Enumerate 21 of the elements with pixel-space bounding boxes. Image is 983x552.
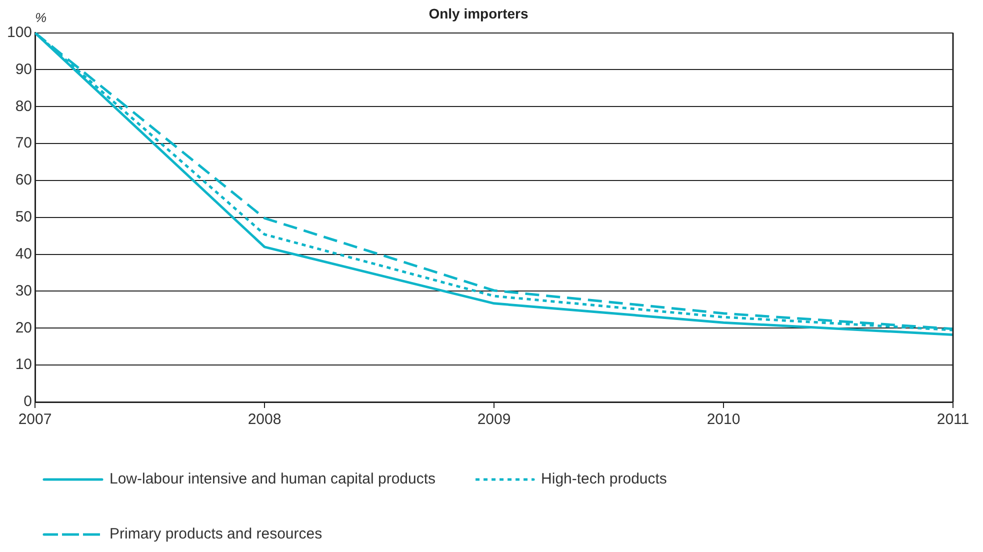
y-tick-label: 100 — [6, 24, 32, 41]
y-tick-label: 80 — [15, 98, 32, 115]
legend-label: Primary products and resources — [110, 526, 322, 543]
x-tick-label: 2009 — [477, 411, 511, 428]
y-tick-label: 10 — [15, 356, 32, 374]
x-tick-label: 2008 — [248, 411, 282, 428]
y-tick-label: 90 — [15, 60, 32, 78]
y-tick-label: 50 — [15, 208, 32, 226]
chart-title: Only importers — [428, 5, 528, 22]
y-tick-label: 60 — [15, 172, 32, 189]
legend-label: Low-labour intensive and human capital products — [110, 470, 436, 488]
x-tick-label: 2007 — [18, 411, 52, 428]
y-tick-label: 0 — [24, 393, 32, 410]
y-tick-label: 30 — [15, 282, 32, 300]
y-tick-label: 40 — [15, 245, 32, 262]
legend-label: High-tech products — [541, 470, 667, 488]
y-axis-title: % — [35, 10, 47, 25]
x-tick-label: 2011 — [936, 411, 970, 428]
y-tick-label: 20 — [15, 319, 32, 336]
y-tick-label: 70 — [15, 134, 32, 152]
x-tick-label: 2010 — [706, 411, 740, 428]
